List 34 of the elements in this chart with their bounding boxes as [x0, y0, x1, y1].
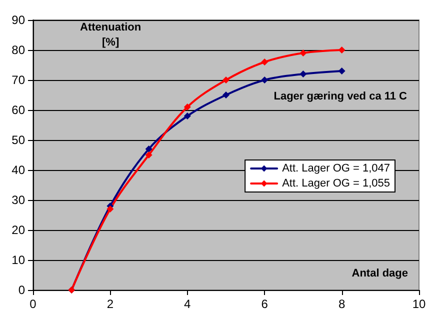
- x-tick-label: 0: [30, 297, 37, 311]
- y-tick-label: 10: [12, 253, 26, 267]
- x-tick-label: 8: [338, 297, 346, 311]
- point: [261, 76, 268, 84]
- x-tick-label: 10: [412, 297, 426, 311]
- annotation: Lager gæring ved ca 11 C: [274, 90, 408, 102]
- x-tick-label: 2: [106, 297, 114, 311]
- point: [338, 68, 346, 74]
- point: [184, 112, 191, 120]
- point: [261, 58, 268, 66]
- legend-label: Att. Lager OG = 1,055: [282, 178, 390, 190]
- point: [300, 50, 307, 56]
- point: [222, 76, 230, 84]
- point: [145, 152, 152, 158]
- point: [338, 46, 346, 54]
- point: [184, 104, 191, 110]
- y-tick-label: 60: [12, 103, 26, 117]
- legend-label: Att. Lager OG = 1,047: [282, 162, 390, 174]
- y-tick-label: 50: [12, 133, 26, 147]
- point: [222, 92, 230, 98]
- y-tick-label: 0: [18, 283, 26, 297]
- y-tick-label: 70: [12, 73, 26, 87]
- point: [300, 70, 307, 78]
- y-tick-label: 80: [12, 43, 26, 57]
- y-tick-label: 40: [12, 163, 26, 177]
- x-tick-label: 4: [184, 297, 192, 311]
- x-tick-label: 6: [261, 297, 268, 311]
- point: [145, 146, 152, 152]
- y-axis-title: Attenuation [%]: [80, 22, 142, 48]
- x-axis-title: Antal dage: [352, 268, 408, 280]
- y-tick-label: 90: [12, 13, 26, 27]
- y-tick-label: 30: [12, 193, 26, 207]
- point: [106, 206, 114, 212]
- y-tick-label: 20: [12, 223, 26, 237]
